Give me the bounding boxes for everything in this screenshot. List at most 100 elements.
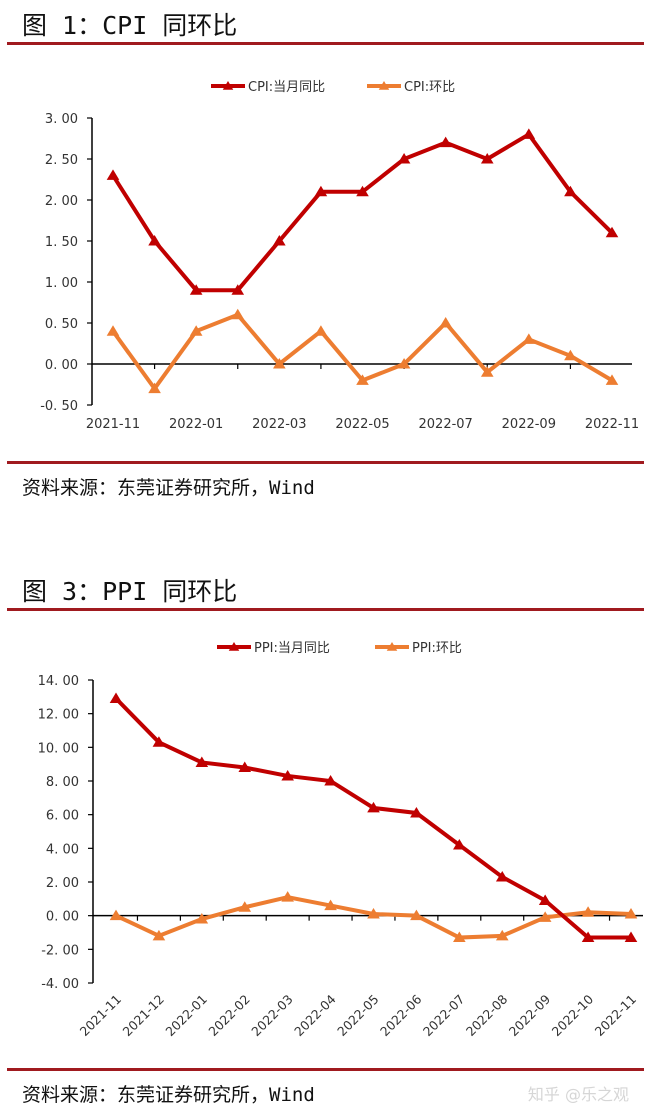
x-tick-label: 2021-11 (86, 417, 140, 432)
data-point-marker (109, 692, 123, 704)
legend-label: CPI:环比 (404, 80, 455, 95)
x-tick-label: 2022-01 (169, 417, 223, 432)
legend-item: CPI:当月同比 (211, 80, 325, 95)
figure-3-title: 图 3：PPI 同环比 (22, 577, 238, 606)
data-point-marker (148, 235, 161, 246)
y-tick-label: -0. 50 (40, 399, 78, 414)
data-point-marker (538, 894, 552, 906)
data-point-marker (397, 358, 411, 369)
y-axis: 3. 00 2. 50 2. 00 1. 50 1. 00 0. 50 0. 00 -0. 5… (40, 112, 93, 414)
data-point-marker (495, 870, 509, 882)
data-point-marker (231, 308, 245, 320)
data-point-marker (189, 325, 203, 336)
data-point-marker (564, 185, 577, 197)
x-tick-label: 2022-09 (502, 417, 556, 432)
x-tick-label: 2022-11 (592, 992, 640, 1040)
series-mom (109, 891, 638, 943)
x-tick-label: 2022-10 (549, 991, 597, 1039)
data-point-marker (581, 931, 595, 943)
y-tick-label: 0. 00 (46, 910, 79, 925)
y-axis: 14. 00 12. 00 10. 00 8. 00 6. 00 4. 00 2. 00 0.… (38, 674, 94, 992)
x-tick-label: 2021-12 (119, 992, 167, 1040)
data-point-marker (439, 136, 452, 148)
x-tick-label: 2022-05 (334, 992, 382, 1040)
data-point-marker (273, 358, 286, 369)
chart-legend: PPI:当月同比 PPI:环比 (217, 641, 462, 656)
x-tick-label: 2022-03 (252, 417, 306, 432)
y-tick-label: 10. 00 (38, 741, 79, 756)
y-tick-label: 6. 00 (46, 809, 79, 824)
data-point-marker (367, 907, 380, 919)
data-point-marker (152, 929, 166, 941)
figure-3-source: 资料来源：东莞证券研究所，Wind (22, 1084, 315, 1106)
y-tick-label: 2. 50 (45, 153, 78, 168)
data-point-marker (367, 801, 380, 813)
y-tick-label: 2. 00 (46, 876, 79, 891)
data-point-marker (410, 909, 423, 921)
y-tick-label: 8. 00 (46, 775, 79, 790)
x-tick-label: 2022-06 (377, 991, 425, 1039)
series-yoy (106, 128, 619, 295)
data-point-marker (109, 909, 123, 921)
data-point-marker (195, 913, 209, 924)
triangle-marker-icon (386, 642, 398, 651)
data-point-marker (564, 349, 577, 361)
legend-item: PPI:当月同比 (217, 641, 330, 656)
legend-label: PPI:环比 (412, 641, 462, 656)
data-point-marker (480, 366, 494, 377)
x-tick-label: 2022-07 (419, 417, 473, 432)
data-point-marker (538, 911, 552, 922)
figure-1-bottom-rule (7, 461, 644, 464)
triangle-marker-icon (222, 81, 234, 90)
x-tick-label: 2022-07 (420, 992, 468, 1040)
data-point-marker (605, 374, 619, 385)
x-tick-label: 2021-11 (77, 992, 125, 1040)
data-point-marker (495, 929, 509, 941)
data-point-marker (231, 284, 245, 295)
data-point-marker (152, 736, 166, 747)
y-tick-label: -4. 00 (41, 977, 79, 992)
data-point-marker (238, 901, 252, 912)
y-tick-label: 4. 00 (46, 842, 79, 857)
x-tick-label: 2022-03 (248, 992, 296, 1040)
y-tick-label: 12. 00 (38, 708, 79, 723)
data-point-marker (314, 185, 328, 197)
legend-item: CPI:环比 (367, 80, 455, 95)
data-point-marker (522, 333, 536, 344)
x-axis: 2021-11 2022-01 2022-03 2022-05 2022-07 2022-… (86, 363, 639, 432)
x-tick-label: 2022-01 (162, 992, 210, 1040)
data-point-marker (410, 806, 423, 818)
y-tick-label: 0. 00 (45, 358, 78, 373)
watermark: 知乎 @乐之观 (527, 1085, 629, 1104)
legend-item: PPI:环比 (375, 641, 462, 656)
data-point-marker (605, 226, 619, 238)
legend-label: CPI:当月同比 (248, 80, 325, 95)
data-point-marker (106, 325, 120, 336)
data-point-marker (356, 185, 369, 197)
data-point-marker (281, 769, 294, 781)
data-point-marker (581, 906, 595, 917)
data-point-marker (624, 931, 638, 943)
data-point-marker (324, 775, 337, 786)
x-tick-label: 2022-05 (335, 417, 389, 432)
triangle-marker-icon (228, 642, 240, 651)
x-tick-label: 2022-08 (463, 991, 511, 1039)
x-tick-label: 2022-11 (585, 417, 639, 432)
data-point-marker (480, 153, 494, 164)
data-point-marker (148, 382, 161, 394)
x-tick-label: 2022-09 (506, 991, 554, 1039)
data-point-marker (522, 128, 536, 139)
data-point-marker (453, 931, 466, 943)
x-tick-label: 2022-02 (205, 992, 253, 1040)
data-point-marker (106, 169, 120, 180)
figure-1-title: 图 1：CPI 同环比 (22, 11, 238, 40)
data-point-marker (238, 761, 252, 773)
data-point-marker (356, 374, 369, 385)
y-tick-label: 2. 00 (45, 194, 78, 209)
y-tick-label: 1. 00 (45, 276, 78, 291)
data-point-marker (624, 907, 638, 919)
data-point-marker (195, 756, 209, 767)
series-yoy (109, 692, 638, 943)
data-point-marker (314, 325, 328, 336)
x-tick-label: 2022-04 (291, 991, 339, 1039)
